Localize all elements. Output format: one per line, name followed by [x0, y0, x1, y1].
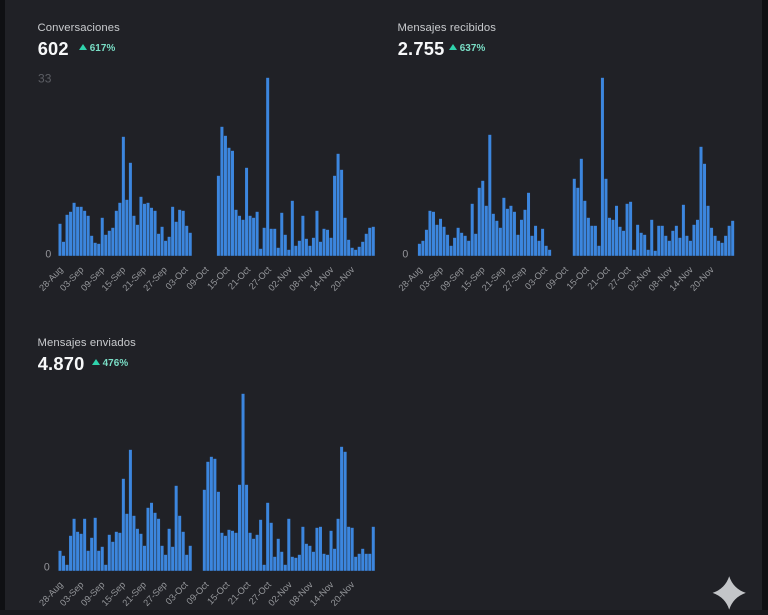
svg-text:27-Sep: 27-Sep	[141, 265, 169, 293]
svg-text:20-Nov: 20-Nov	[329, 264, 357, 293]
svg-text:27-Sep: 27-Sep	[501, 265, 529, 293]
svg-text:0: 0	[44, 562, 50, 574]
svg-text:27-Sep: 27-Sep	[141, 580, 169, 608]
svg-text:0: 0	[402, 249, 408, 261]
svg-text:20-Nov: 20-Nov	[688, 264, 716, 293]
svg-text:33: 33	[38, 71, 52, 85]
svg-text:0: 0	[45, 248, 51, 260]
svg-text:20-Nov: 20-Nov	[329, 579, 357, 608]
